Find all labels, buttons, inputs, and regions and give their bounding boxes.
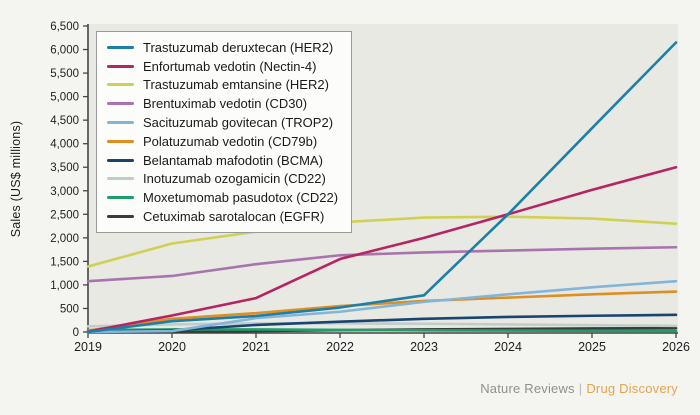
y-tick-label: 2,500	[50, 209, 79, 221]
legend-label: Enfortumab vedotin (Nectin-4)	[143, 58, 317, 74]
legend-swatch-line	[107, 196, 134, 200]
series-line-inotuzumab-ozogamicin-cd22	[86, 321, 678, 328]
legend-item: Cetuximab sarotalocan (EGFR)	[107, 207, 338, 226]
credit-journal: Nature Reviews	[480, 381, 575, 396]
y-tick-label: 3,500	[50, 162, 79, 174]
legend-label: Cetuximab sarotalocan (EGFR)	[143, 209, 325, 225]
figure-credit: Nature Reviews | Drug Discovery	[480, 381, 678, 396]
y-tick-label: 1,500	[50, 256, 79, 268]
y-tick-label: 5,500	[50, 68, 79, 80]
y-tick-label: 5,000	[50, 92, 79, 104]
legend-label: Inotuzumab ozogamicin (CD22)	[143, 171, 326, 187]
y-tick-label: 0	[73, 327, 79, 339]
series-line-brentuximab-vedotin-cd30	[86, 245, 678, 283]
y-tick-label: 500	[60, 303, 79, 315]
credit-publication: Drug Discovery	[586, 381, 678, 396]
series-line-trastuzumab-emtansine-her2	[86, 215, 678, 268]
legend-label: Trastuzumab emtansine (HER2)	[143, 77, 329, 93]
series-line-sacituzumab-govitecan-trop2	[86, 279, 678, 334]
legend-item: Moxetumomab pasudotox (CD22)	[107, 188, 338, 207]
x-tick-label: 2023	[410, 340, 438, 354]
legend-item: Brentuximab vedotin (CD30)	[107, 94, 338, 113]
legend-swatch-line	[107, 83, 134, 87]
legend-item: Enfortumab vedotin (Nectin-4)	[107, 57, 338, 76]
legend-item: Sacituzumab govitecan (TROP2)	[107, 113, 338, 132]
series-line-enfortumab-vedotin-nectin-4	[86, 165, 678, 333]
y-tick-label: 6,000	[50, 45, 79, 57]
x-tick-label: 2022	[326, 340, 354, 354]
legend-swatch-line	[107, 215, 134, 219]
credit-separator: |	[578, 381, 583, 396]
legend-label: Sacituzumab govitecan (TROP2)	[143, 115, 334, 131]
legend-swatch-line	[107, 177, 134, 181]
x-tick-label: 2020	[158, 340, 186, 354]
legend-item: Polatuzumab vedotin (CD79b)	[107, 132, 338, 151]
legend-swatch-line	[107, 121, 134, 125]
y-tick-label: 6,500	[50, 21, 79, 33]
legend-item: Inotuzumab ozogamicin (CD22)	[107, 170, 338, 189]
legend-swatch-line	[107, 45, 134, 49]
y-tick-label: 1,000	[50, 280, 79, 292]
series-line-trastuzumab-deruxtecan-her2	[86, 41, 678, 334]
legend-swatch-line	[107, 64, 134, 68]
legend-label: Belantamab mafodotin (BCMA)	[143, 152, 323, 168]
legend-label: Moxetumomab pasudotox (CD22)	[143, 190, 339, 206]
x-tick-label: 2025	[578, 340, 606, 354]
y-tick-label: 3,000	[50, 186, 79, 198]
legend-swatch-line	[107, 158, 134, 162]
legend-item: Trastuzumab emtansine (HER2)	[107, 76, 338, 95]
x-tick-label: 2021	[242, 340, 270, 354]
legend-swatch-line	[107, 102, 134, 106]
series-line-polatuzumab-vedotin-cd79b	[86, 290, 678, 332]
x-tick-label: 2024	[494, 340, 522, 354]
legend-swatch-line	[107, 139, 134, 143]
legend-label: Brentuximab vedotin (CD30)	[143, 96, 308, 112]
x-tick-label: 2019	[74, 340, 102, 354]
x-tick-label: 2026	[662, 340, 690, 354]
legend-label: Trastuzumab deruxtecan (HER2)	[143, 39, 334, 55]
y-tick-label: 4,500	[50, 115, 79, 127]
legend-item: Trastuzumab deruxtecan (HER2)	[107, 38, 338, 57]
y-tick-label: 4,000	[50, 139, 79, 151]
y-axis-title: Sales (US$ millions)	[9, 120, 23, 238]
y-tick-label: 2,000	[50, 233, 79, 245]
legend-box: Trastuzumab deruxtecan (HER2) Enfortumab …	[96, 31, 353, 233]
legend-label: Polatuzumab vedotin (CD79b)	[143, 133, 318, 149]
legend-item: Belantamab mafodotin (BCMA)	[107, 151, 338, 170]
